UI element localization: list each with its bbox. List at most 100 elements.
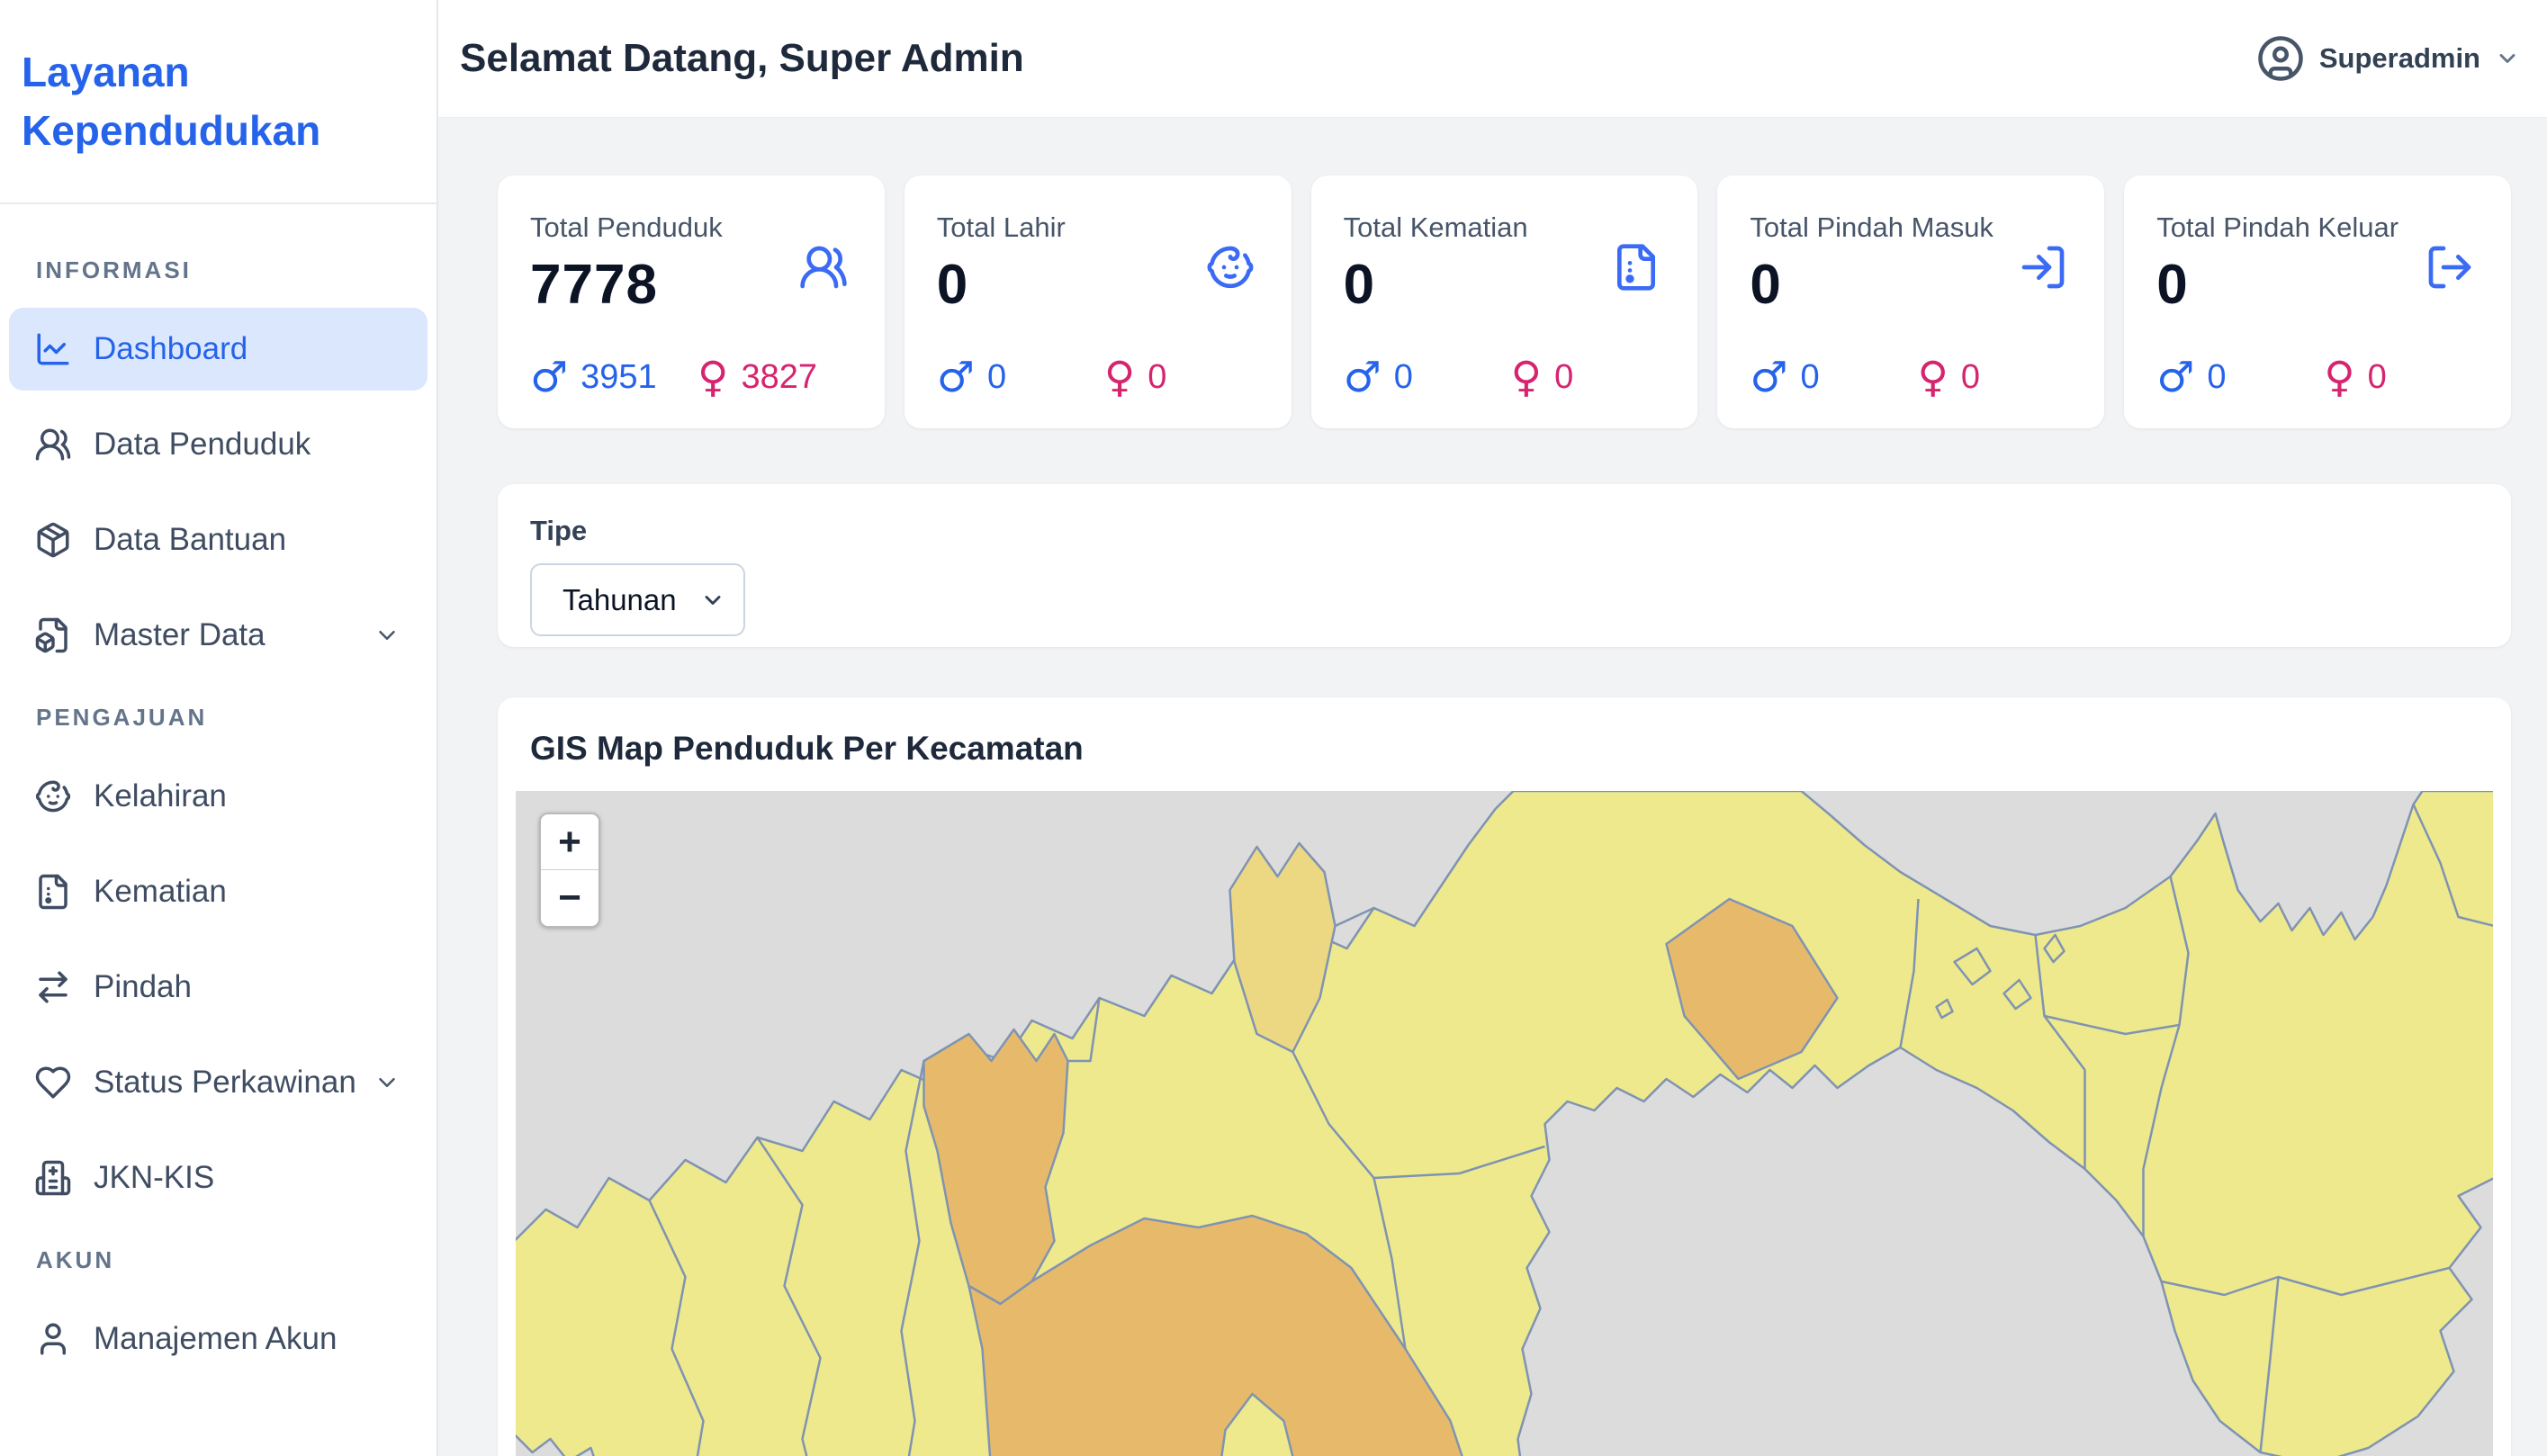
map-zoom-control: + − xyxy=(539,813,600,928)
user-circle-icon xyxy=(2256,34,2305,83)
kecamatan-polygons xyxy=(516,791,2493,1456)
stat-value: 7778 xyxy=(530,254,658,316)
male-value: 3951 xyxy=(580,358,657,396)
stat-value: 0 xyxy=(936,254,969,316)
sidebar-item-data-penduduk[interactable]: Data Penduduk xyxy=(9,403,428,486)
stat-label: Total Penduduk xyxy=(530,211,723,243)
section-label-pengajuan: PENGAJUAN xyxy=(36,704,208,731)
male-value: 0 xyxy=(986,358,1007,396)
female-value: 0 xyxy=(2367,358,2387,396)
sidebar-nav: INFORMASI Dashboard Data Penduduk Data B… xyxy=(0,204,436,1380)
female-icon: ♀ xyxy=(1103,353,1136,402)
sidebar-item-dashboard[interactable]: Dashboard xyxy=(9,308,428,391)
file-document-icon xyxy=(34,873,72,911)
chevron-down-icon xyxy=(374,622,400,649)
stat-card-total-pindah-masuk: Total Pindah Masuk 0 ♂ 0 ♀ 0 xyxy=(1717,175,2105,428)
tipe-label: Tipe xyxy=(530,515,588,546)
stat-label: Total Kematian xyxy=(1343,211,1528,243)
male-count: ♂ 3951 xyxy=(530,356,698,399)
user-menu[interactable]: Superadmin xyxy=(2256,34,2520,83)
zoom-out-button[interactable]: − xyxy=(541,870,598,926)
sidebar-item-label: Master Data xyxy=(94,617,266,652)
baby-icon xyxy=(34,777,72,815)
sidebar-item-kematian[interactable]: Kematian xyxy=(9,850,428,933)
content: Total Penduduk 7778 ♂ 3951 ♀ 3827 xyxy=(438,118,2547,1456)
sidebar-item-pindah[interactable]: Pindah xyxy=(9,946,428,1029)
sidebar-item-label: Status Perkawinan xyxy=(94,1065,356,1100)
female-count: ♀ 0 xyxy=(1104,356,1259,399)
main-area: Selamat Datang, Super Admin Superadmin T… xyxy=(438,0,2547,1456)
package-icon xyxy=(34,521,72,559)
stat-label: Total Lahir xyxy=(936,211,1066,243)
sidebar-item-label: Data Bantuan xyxy=(94,522,287,557)
sidebar-item-label: JKN-KIS xyxy=(94,1160,215,1195)
users-icon xyxy=(798,242,849,292)
male-count: ♂ 0 xyxy=(937,356,1104,399)
stat-card-total-lahir: Total Lahir 0 ♂ 0 ♀ 0 xyxy=(904,175,1292,428)
sidebar-item-data-bantuan[interactable]: Data Bantuan xyxy=(9,499,428,581)
gender-row: ♂ 0 ♀ 0 xyxy=(1344,356,1666,399)
sidebar-item-manajemen-akun[interactable]: Manajemen Akun xyxy=(9,1298,428,1380)
section-label-akun: AKUN xyxy=(36,1246,115,1273)
sidebar-item-label: Kematian xyxy=(94,874,227,909)
gender-row: ♂ 0 ♀ 0 xyxy=(937,356,1259,399)
page-title: Selamat Datang, Super Admin xyxy=(460,36,1024,80)
stat-label: Total Pindah Keluar xyxy=(2156,211,2399,243)
sidebar-item-label: Data Penduduk xyxy=(94,427,311,462)
file-document-icon xyxy=(1611,242,1661,292)
baby-icon xyxy=(1205,242,1256,292)
sidebar-item-master-data[interactable]: Master Data xyxy=(9,594,428,677)
hospital-icon xyxy=(34,1159,72,1197)
log-out-icon xyxy=(2425,242,2475,292)
female-icon: ♀ xyxy=(1917,353,1948,402)
sidebar: Layanan Kependudukan INFORMASI Dashboard… xyxy=(0,0,438,1456)
female-count: ♀ 0 xyxy=(1917,356,2072,399)
gis-map-card: GIS Map Penduduk Per Kecamatan + − xyxy=(498,697,2511,1456)
chevron-down-icon xyxy=(2495,46,2520,71)
stat-card-total-kematian: Total Kematian 0 ♂ 0 ♀ 0 xyxy=(1310,175,1698,428)
female-icon: ♀ xyxy=(1510,353,1543,402)
sidebar-item-label: Dashboard xyxy=(94,331,248,366)
male-icon: ♂ xyxy=(936,353,975,402)
female-value: 0 xyxy=(1148,358,1167,396)
log-in-icon xyxy=(2018,242,2068,292)
male-value: 0 xyxy=(2207,358,2227,396)
female-value: 3827 xyxy=(741,358,818,396)
sidebar-item-status-perkawinan[interactable]: Status Perkawinan xyxy=(9,1041,428,1124)
stat-label: Total Pindah Masuk xyxy=(1750,211,1994,243)
chart-line-icon xyxy=(34,330,72,368)
users-icon xyxy=(34,426,72,463)
stats-row: Total Penduduk 7778 ♂ 3951 ♀ 3827 xyxy=(498,175,2511,428)
gis-map-title: GIS Map Penduduk Per Kecamatan xyxy=(530,730,1084,767)
heart-icon xyxy=(34,1064,72,1101)
male-icon: ♂ xyxy=(2156,353,2195,402)
male-value: 0 xyxy=(1800,358,1820,396)
female-icon: ♀ xyxy=(2324,353,2355,402)
chevron-down-icon xyxy=(374,1069,400,1096)
female-value: 0 xyxy=(1960,358,1981,396)
gis-map[interactable]: + − xyxy=(516,791,2493,1456)
sidebar-item-jkn-kis[interactable]: JKN-KIS xyxy=(9,1137,428,1219)
gender-row: ♂ 0 ♀ 0 xyxy=(2156,356,2479,399)
stat-value: 0 xyxy=(1750,254,1782,316)
female-count: ♀ 3827 xyxy=(698,356,852,399)
female-count: ♀ 0 xyxy=(1511,356,1666,399)
arrows-right-left-icon xyxy=(34,968,72,1006)
sidebar-item-label: Kelahiran xyxy=(94,778,227,813)
male-value: 0 xyxy=(1393,358,1413,396)
male-count: ♂ 0 xyxy=(1750,356,1917,399)
stat-card-total-penduduk: Total Penduduk 7778 ♂ 3951 ♀ 3827 xyxy=(498,175,885,428)
user-icon xyxy=(34,1320,72,1358)
sidebar-item-kelahiran[interactable]: Kelahiran xyxy=(9,755,428,838)
tipe-select[interactable]: Tahunan xyxy=(530,563,745,636)
female-count: ♀ 0 xyxy=(2324,356,2479,399)
file-box-icon xyxy=(34,616,72,654)
male-icon: ♂ xyxy=(1343,353,1382,402)
tipe-select-wrap: Tahunan xyxy=(530,563,745,636)
app-logo: Layanan Kependudukan xyxy=(22,49,321,155)
zoom-in-button[interactable]: + xyxy=(541,814,598,870)
logo-block: Layanan Kependudukan xyxy=(0,0,436,204)
stat-value: 0 xyxy=(1343,254,1376,316)
topbar: Selamat Datang, Super Admin Superadmin xyxy=(438,0,2547,118)
male-icon: ♂ xyxy=(1750,353,1788,402)
